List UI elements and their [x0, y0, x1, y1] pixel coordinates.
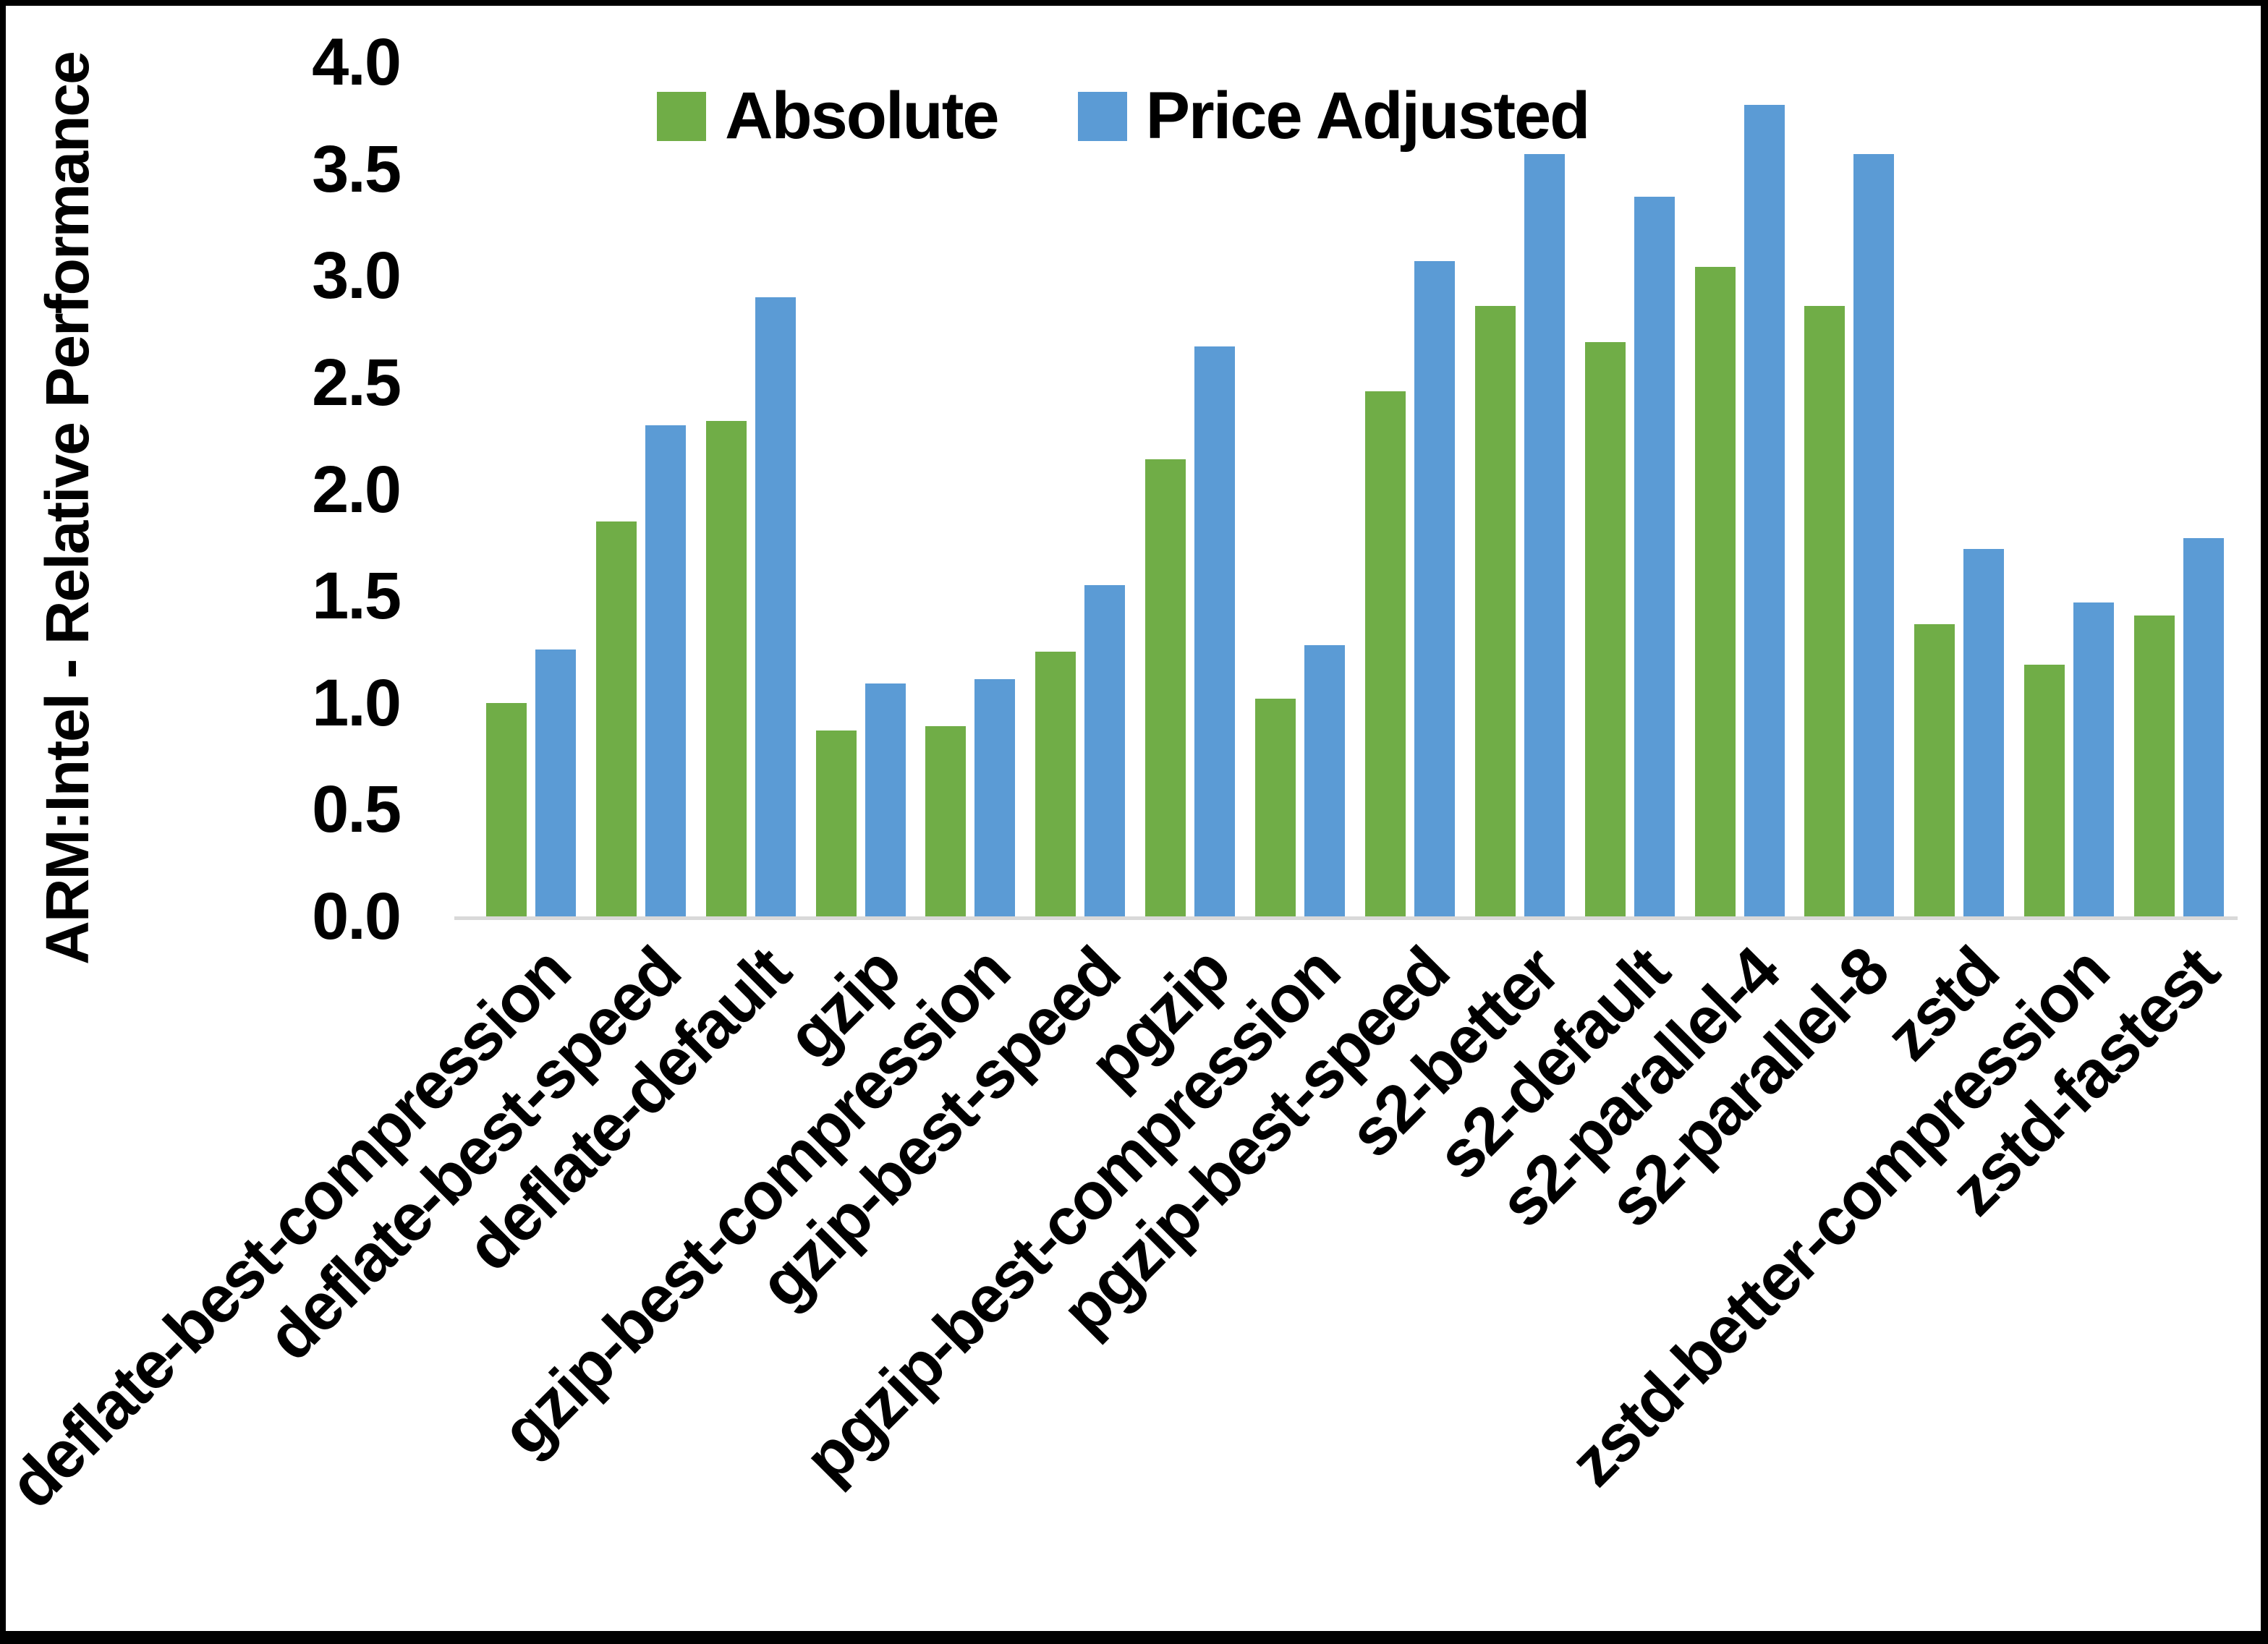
bar-absolute-gzip-best-compression [925, 726, 967, 916]
bar-group-s2-default [1575, 62, 1685, 916]
bar-price-adjusted-gzip [865, 683, 906, 916]
legend: Absolute Price Adjusted [657, 78, 1591, 154]
y-tick-label-0.0: 0.0 [312, 880, 402, 953]
bar-group-s2-parallel-8 [1795, 62, 1905, 916]
bar-price-adjusted-deflate-best-compression [535, 649, 576, 916]
bar-price-adjusted-pgzip-best-compression [1304, 645, 1346, 916]
y-tick-label-2.0: 2.0 [312, 452, 402, 527]
legend-label-absolute: Absolute [725, 79, 1000, 153]
bar-price-adjusted-zstd-fastest [2183, 538, 2225, 916]
bar-absolute-zstd [1914, 623, 1955, 916]
bar-absolute-deflate-best-speed [595, 521, 637, 916]
bar-price-adjusted-s2-parallel-8 [1853, 153, 1895, 916]
bar-price-adjusted-s2-default [1634, 197, 1675, 916]
bar-price-adjusted-zstd-better-compression [2073, 602, 2115, 916]
bar-absolute-s2-default [1584, 341, 1626, 916]
bar-absolute-gzip [815, 731, 857, 916]
bar-group-s2-better [1465, 62, 1575, 916]
bar-price-adjusted-pgzip [1194, 346, 1236, 916]
bar-group-pgzip-best-speed [1355, 62, 1465, 916]
bar-absolute-zstd-fastest [2134, 615, 2175, 916]
bar-absolute-s2-parallel-4 [1694, 267, 1736, 916]
legend-swatch-absolute [657, 91, 706, 141]
bar-price-adjusted-s2-better [1524, 153, 1565, 916]
bar-group-zstd-better-compression [2014, 62, 2124, 916]
bar-price-adjusted-gzip-best-compression [974, 679, 1016, 916]
legend-item-price-adjusted: Price Adjusted [1077, 78, 1591, 154]
bar-price-adjusted-gzip-best-speed [1084, 585, 1126, 916]
bar-price-adjusted-pgzip-best-speed [1414, 260, 1455, 916]
legend-label-price-adjusted: Price Adjusted [1145, 79, 1591, 153]
bar-price-adjusted-deflate-best-speed [645, 425, 686, 916]
bar-absolute-s2-parallel-8 [1804, 305, 1846, 916]
y-axis-title: ARM:Intel - Relative Performance [33, 52, 101, 965]
bar-absolute-pgzip [1145, 459, 1186, 916]
bar-absolute-zstd-better-compression [2024, 664, 2065, 916]
plot-area [476, 62, 2234, 916]
y-tick-label-0.5: 0.5 [312, 772, 402, 847]
bar-group-pgzip [1135, 62, 1245, 916]
bar-group-s2-parallel-4 [1685, 62, 1795, 916]
bar-group-zstd-fastest [2124, 62, 2234, 916]
bar-group-deflate-default [696, 62, 806, 916]
bar-group-deflate-best-speed [586, 62, 696, 916]
legend-item-absolute: Absolute [657, 78, 1000, 154]
bar-group-deflate-best-compression [476, 62, 586, 916]
y-tick-label-2.5: 2.5 [312, 345, 402, 419]
bar-absolute-pgzip-best-speed [1364, 391, 1406, 916]
bar-group-pgzip-best-compression [1245, 62, 1355, 916]
bar-group-zstd [1904, 62, 2014, 916]
y-tick-label-4.0: 4.0 [312, 25, 402, 99]
legend-swatch-price-adjusted [1077, 91, 1127, 141]
bar-group-gzip [806, 62, 916, 916]
bar-absolute-pgzip-best-compression [1255, 698, 1296, 916]
bar-absolute-s2-better [1474, 305, 1516, 916]
bar-absolute-deflate-best-compression [485, 702, 527, 916]
bar-price-adjusted-zstd [1963, 549, 2005, 916]
bar-price-adjusted-deflate-default [755, 297, 796, 916]
bar-group-gzip-best-compression [916, 62, 1026, 916]
bar-group-gzip-best-speed [1025, 62, 1135, 916]
y-tick-label-1.0: 1.0 [312, 665, 402, 740]
y-tick-label-3.5: 3.5 [312, 132, 402, 206]
y-tick-label-3.0: 3.0 [312, 239, 402, 313]
y-tick-label-1.5: 1.5 [312, 559, 402, 634]
bar-price-adjusted-s2-parallel-4 [1744, 105, 1785, 916]
bar-absolute-gzip-best-speed [1035, 651, 1076, 916]
bar-absolute-deflate-default [705, 421, 747, 916]
x-axis-line [454, 916, 2238, 920]
